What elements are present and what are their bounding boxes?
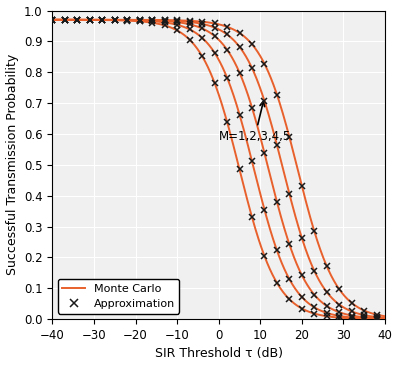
X-axis label: SIR Threshold τ (dB): SIR Threshold τ (dB) [155, 347, 283, 361]
Text: M=1,2,3,4,5: M=1,2,3,4,5 [219, 101, 291, 143]
Y-axis label: Successful Transmission Probability: Successful Transmission Probability [6, 54, 19, 276]
Legend: Monte Carlo, Approximation: Monte Carlo, Approximation [58, 279, 179, 314]
